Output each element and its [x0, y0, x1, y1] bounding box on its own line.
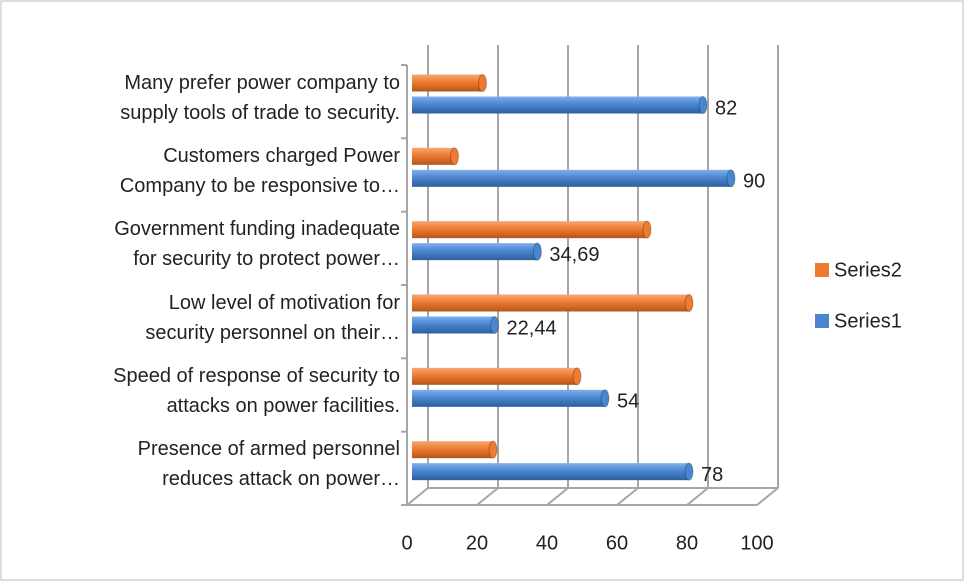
bar-cap — [478, 74, 487, 92]
bar-cap — [450, 147, 459, 166]
bar-cap — [684, 294, 694, 312]
y-tick-label: Speed of response of security to attacks… — [113, 365, 400, 417]
bar — [412, 221, 647, 239]
bar-cap — [572, 367, 582, 386]
x-tick-label: 0 — [401, 532, 412, 554]
y-tick-label: Presence of armed personnel reduces atta… — [137, 438, 400, 491]
y-tick-label: Low level of motivation for security per… — [145, 291, 400, 344]
grid-line-depth — [686, 487, 709, 506]
bar-cap — [684, 462, 694, 481]
grid-line-depth — [406, 487, 429, 506]
legend-label: Series1 — [834, 310, 902, 332]
grid-line-depth — [756, 487, 779, 506]
bar — [412, 316, 495, 334]
bar — [412, 147, 455, 165]
bar-cap — [600, 389, 610, 408]
y-tick-label: Government funding inadequate for securi… — [114, 218, 400, 271]
data-label: 82 — [715, 97, 737, 119]
bar-cap — [490, 316, 500, 334]
y-tick-label: Customers charged Power Company to be re… — [119, 145, 400, 197]
y-tick-label: Many prefer power company to supply tool… — [120, 71, 400, 124]
bar — [412, 367, 577, 385]
data-label: 34,69 — [549, 244, 599, 266]
legend-swatch — [815, 263, 829, 277]
grid-line-depth — [616, 487, 639, 506]
bar — [412, 389, 605, 407]
data-label: 54 — [617, 391, 639, 413]
bar — [412, 463, 689, 481]
bar — [412, 96, 703, 114]
legend-label: Series2 — [834, 259, 902, 281]
bar — [412, 243, 538, 261]
bar-cap — [488, 440, 498, 459]
grid-line-depth — [546, 487, 569, 506]
data-label: 78 — [701, 464, 723, 486]
x-tick-label: 40 — [536, 532, 558, 554]
data-label: 22,44 — [507, 317, 557, 339]
bar — [412, 441, 493, 459]
bar-cap — [642, 220, 652, 239]
bar-cap — [698, 96, 708, 114]
legend-swatch — [815, 314, 829, 328]
x-tick-label: 80 — [676, 532, 698, 554]
bar — [412, 74, 483, 92]
grid-line-depth — [476, 487, 499, 506]
x-tick-label: 100 — [740, 532, 773, 554]
data-label: 90 — [743, 171, 765, 193]
bar-cap — [726, 169, 736, 188]
x-tick-label: 60 — [606, 532, 628, 554]
bar-cap — [532, 242, 542, 261]
x-tick-label: 20 — [466, 532, 488, 554]
bar — [412, 169, 731, 187]
bar — [412, 294, 689, 312]
